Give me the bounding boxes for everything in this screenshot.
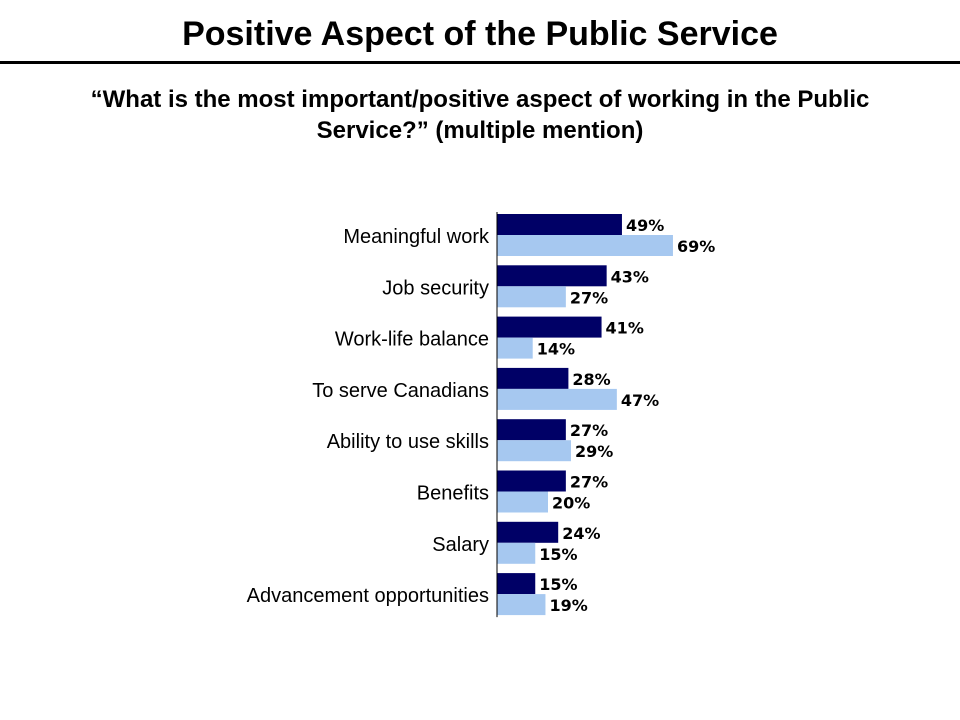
category-label-ability-to-use-skills: Ability to use skills bbox=[327, 431, 489, 453]
value-label-series-2-to-serve-canadians: 47% bbox=[621, 391, 659, 410]
chart-subtitle: “What is the most important/positive asp… bbox=[90, 86, 870, 144]
bar-series-1-job-security bbox=[497, 265, 607, 287]
category-label-work-life-balance: Work-life balance bbox=[335, 329, 489, 351]
value-label-series-1-benefits: 27% bbox=[570, 473, 608, 492]
category-label-meaningful-work: Meaningful work bbox=[343, 226, 490, 248]
category-label-job-security: Job security bbox=[382, 277, 489, 299]
bar-series-1-work-life-balance bbox=[497, 316, 602, 338]
value-label-series-2-benefits: 20% bbox=[552, 494, 590, 513]
title-divider bbox=[0, 61, 960, 64]
value-label-series-1-meaningful-work: 49% bbox=[626, 216, 664, 235]
bar-series-1-ability-to-use-skills bbox=[497, 419, 566, 441]
value-label-series-1-work-life-balance: 41% bbox=[606, 319, 644, 338]
value-label-series-2-salary: 15% bbox=[539, 545, 577, 564]
bar-series-2-advancement-opportunities bbox=[497, 594, 546, 616]
bar-series-1-to-serve-canadians bbox=[497, 367, 569, 389]
value-label-series-1-ability-to-use-skills: 27% bbox=[570, 421, 608, 440]
value-label-series-2-meaningful-work: 69% bbox=[677, 237, 715, 256]
bars-group bbox=[497, 214, 673, 616]
value-label-series-2-advancement-opportunities: 19% bbox=[549, 596, 587, 615]
bar-series-1-benefits bbox=[497, 470, 566, 492]
bar-series-2-work-life-balance bbox=[497, 337, 533, 359]
value-label-series-2-work-life-balance: 14% bbox=[537, 340, 575, 359]
value-label-series-1-salary: 24% bbox=[562, 524, 600, 543]
value-label-series-1-advancement-opportunities: 15% bbox=[539, 575, 577, 594]
category-label-advancement-opportunities: Advancement opportunities bbox=[247, 585, 489, 607]
bar-series-2-meaningful-work bbox=[497, 235, 673, 256]
value-labels-group: 49%69%43%27%41%14%28%47%27%29%27%20%24%1… bbox=[537, 216, 716, 615]
page-title: Positive Aspect of the Public Service bbox=[182, 15, 778, 53]
bar-series-2-ability-to-use-skills bbox=[497, 440, 571, 462]
category-label-to-serve-canadians: To serve Canadians bbox=[312, 380, 489, 402]
value-label-series-1-job-security: 43% bbox=[611, 267, 649, 286]
value-label-series-2-ability-to-use-skills: 29% bbox=[575, 442, 613, 461]
value-label-series-2-job-security: 27% bbox=[570, 288, 608, 307]
category-label-salary: Salary bbox=[432, 534, 489, 556]
bar-series-1-advancement-opportunities bbox=[497, 573, 536, 595]
bar-series-1-salary bbox=[497, 521, 559, 543]
category-labels-group: Meaningful work Job security Work-life bal… bbox=[247, 226, 490, 607]
bar-series-2-job-security bbox=[497, 286, 566, 308]
bar-series-2-benefits bbox=[497, 491, 548, 513]
bar-series-2-salary bbox=[497, 542, 536, 564]
category-label-benefits: Benefits bbox=[417, 483, 489, 505]
bar-series-1-meaningful-work bbox=[497, 214, 622, 235]
bar-series-2-to-serve-canadians bbox=[497, 388, 617, 410]
value-label-series-1-to-serve-canadians: 28% bbox=[572, 370, 610, 389]
